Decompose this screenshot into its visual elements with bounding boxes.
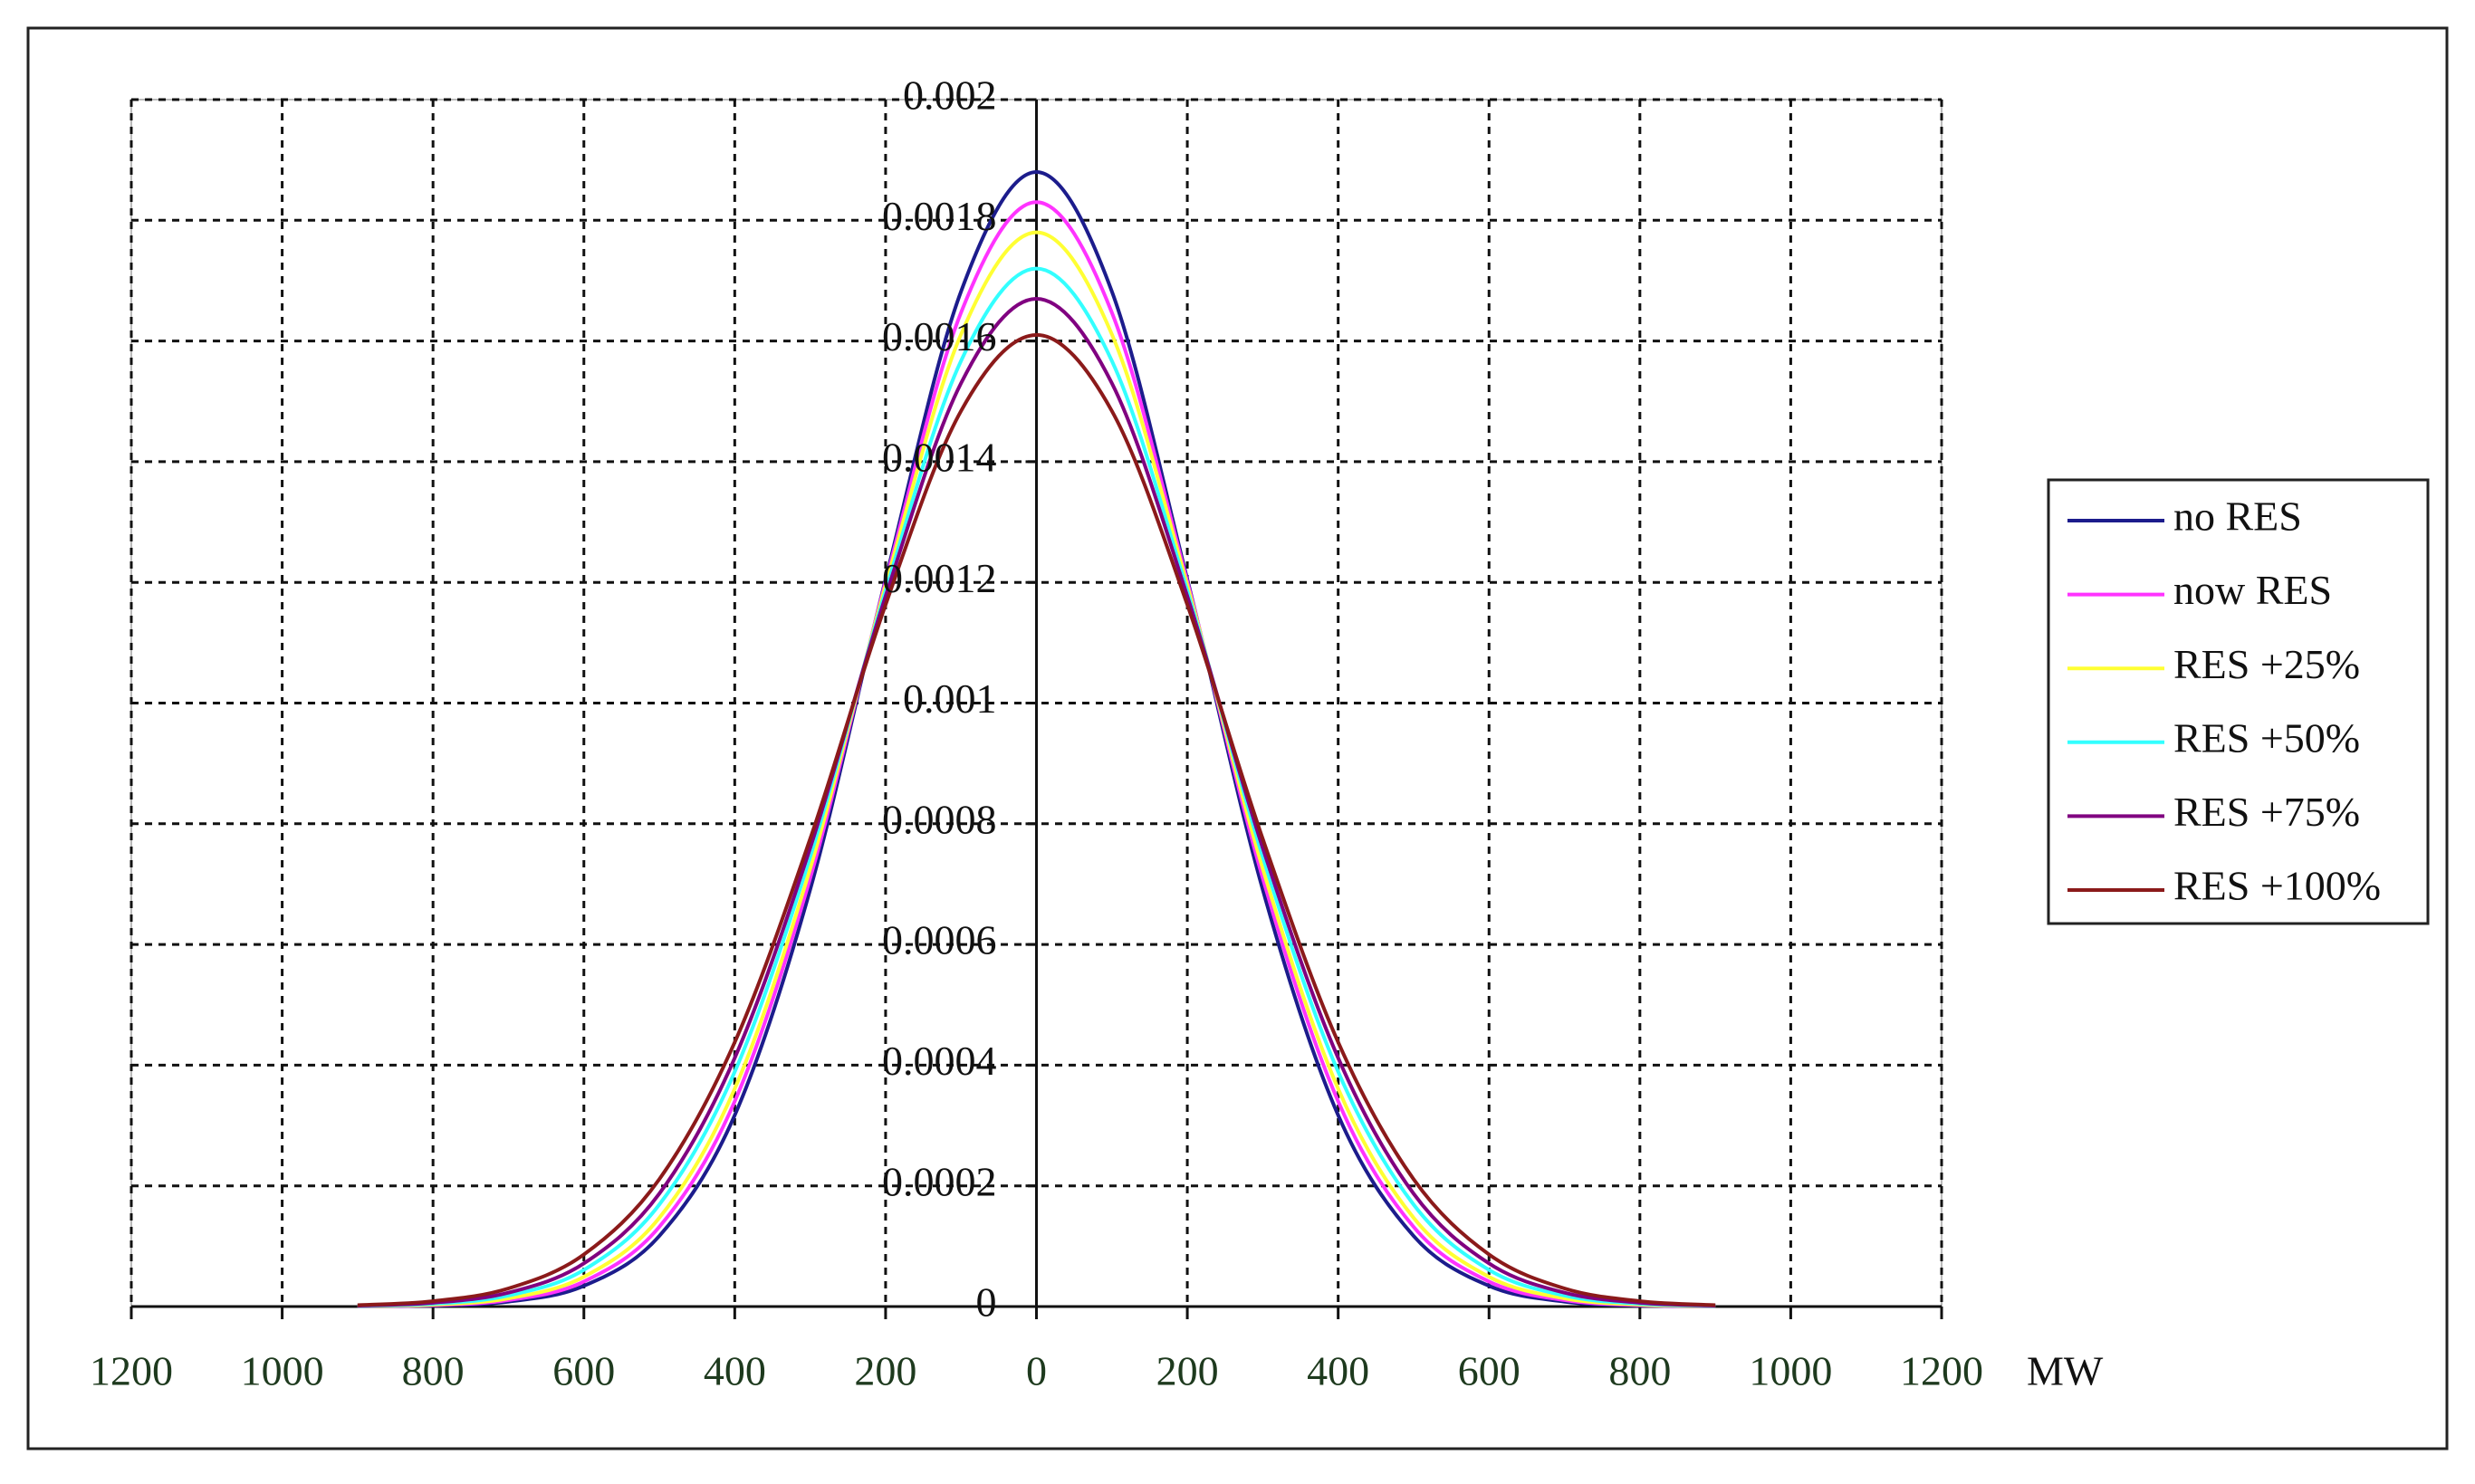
- line-series: [357, 169, 1716, 1308]
- x-tick-label: 0: [1026, 1348, 1047, 1394]
- y-tick-label: 0.0004: [882, 1038, 997, 1084]
- x-tick-label: 400: [704, 1348, 766, 1394]
- x-tick-label: 1200: [1900, 1348, 1983, 1394]
- legend-label: RES +50%: [2173, 714, 2360, 761]
- y-tick-label: 0.0006: [882, 917, 997, 963]
- x-tick-label: 600: [552, 1348, 615, 1394]
- y-tick-label: 0.0018: [882, 193, 997, 239]
- x-tick-label: 800: [1608, 1348, 1671, 1394]
- x-tick-label: 400: [1307, 1348, 1369, 1394]
- legend-label: now RES: [2173, 567, 2332, 613]
- y-tick-label: 0.002: [903, 72, 997, 119]
- y-tick-label: 0.0008: [882, 796, 997, 842]
- y-tick-label: 0.0002: [882, 1158, 997, 1204]
- x-tick-label: 200: [854, 1348, 916, 1394]
- chart-frame: [26, 26, 2449, 1450]
- line-series: [357, 266, 1716, 1308]
- x-tick-label: 1000: [1749, 1348, 1832, 1394]
- x-tick-label: 1200: [90, 1348, 173, 1394]
- line-series: [357, 230, 1716, 1308]
- x-axis-label: MW: [2027, 1348, 2104, 1394]
- x-tick-label: 600: [1458, 1348, 1520, 1394]
- y-tick-label: 0.0014: [882, 434, 997, 480]
- x-tick-label: 800: [402, 1348, 465, 1394]
- legend-label: RES +100%: [2173, 863, 2381, 909]
- legend-label: RES +75%: [2173, 789, 2360, 835]
- line-series: [357, 296, 1716, 1308]
- y-tick-label: 0.001: [903, 675, 997, 722]
- legend-label: RES +25%: [2173, 641, 2360, 687]
- x-tick-label: 200: [1156, 1348, 1219, 1394]
- legend-label: no RES: [2173, 493, 2302, 540]
- x-tick-label: 1000: [241, 1348, 324, 1394]
- line-series: [357, 200, 1716, 1308]
- y-tick-label: 0.0012: [882, 555, 997, 601]
- legend: [2047, 478, 2430, 925]
- y-tick-label: 0: [976, 1279, 997, 1326]
- line-series: [357, 332, 1716, 1307]
- y-tick-label: 0.0016: [882, 313, 997, 359]
